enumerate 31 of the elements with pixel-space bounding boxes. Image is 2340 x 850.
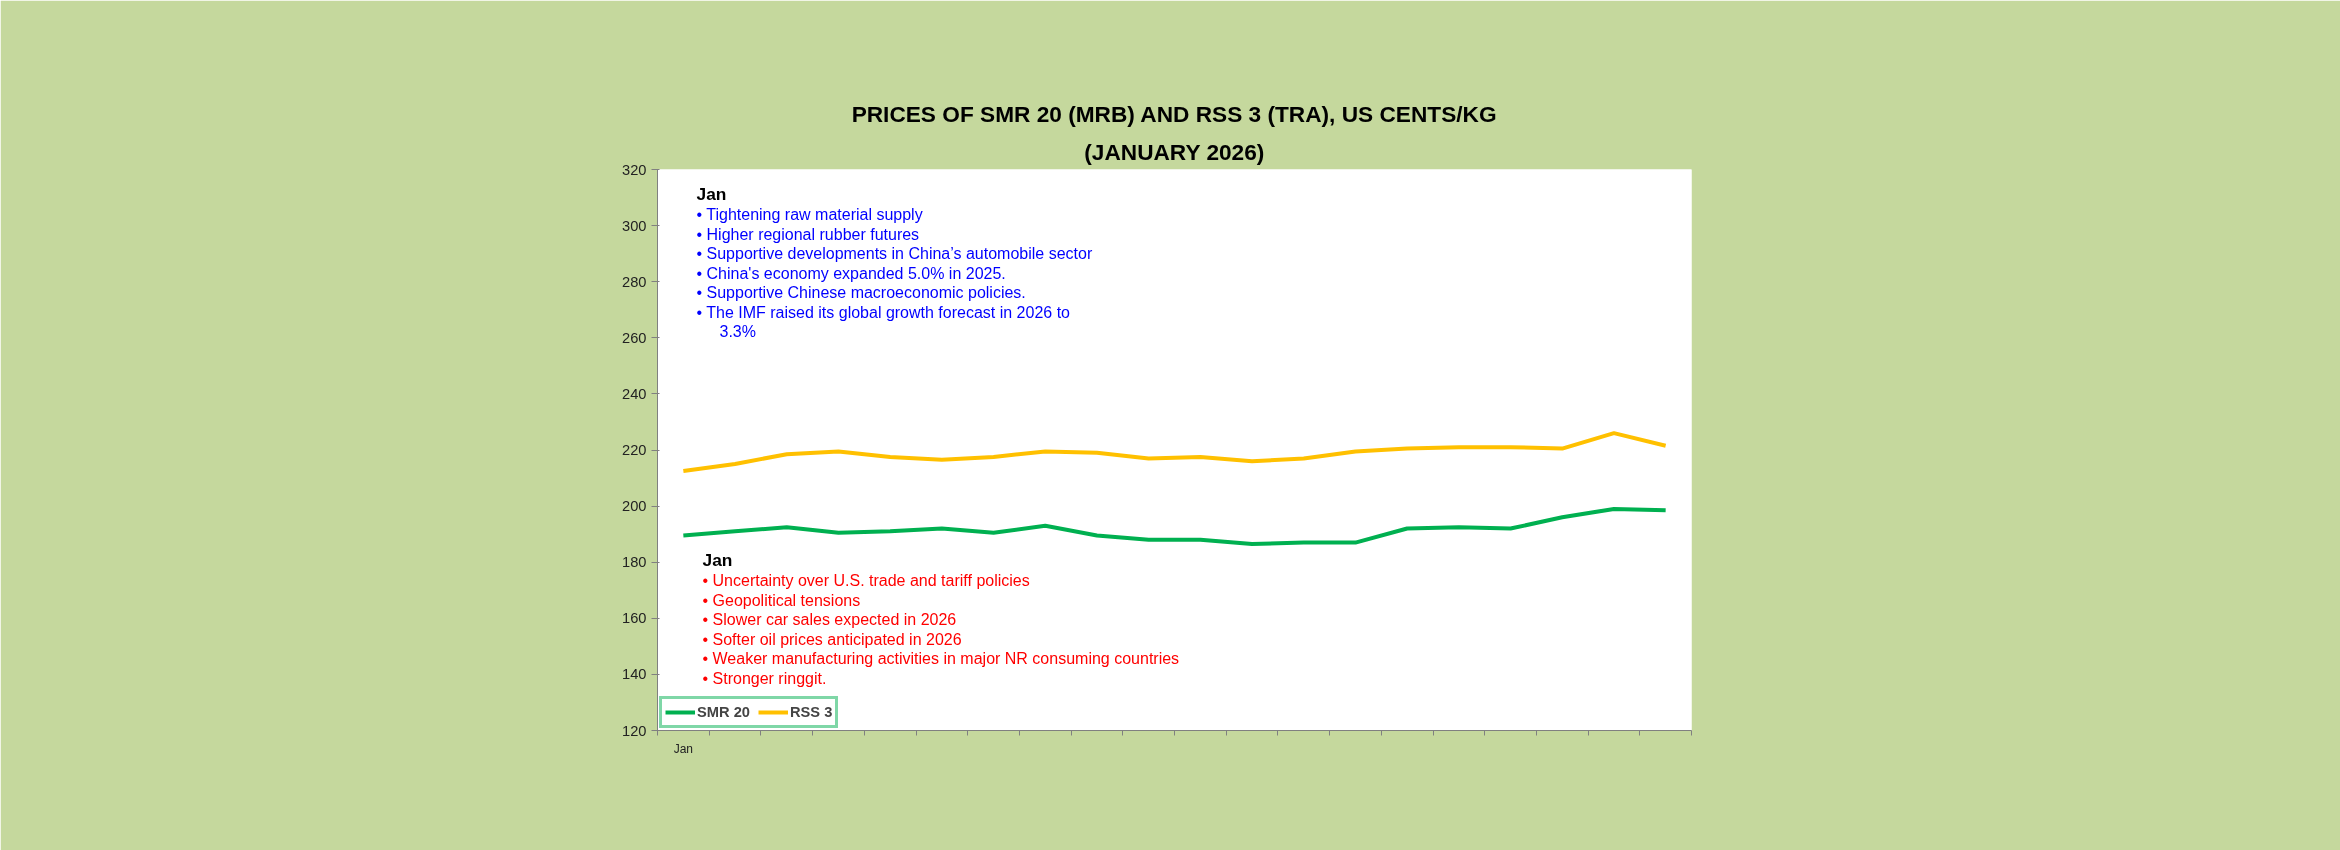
annotation: • Higher regional rubber futures [696, 225, 920, 243]
y-tick-label: 220 [622, 442, 647, 458]
annotation: • Uncertainty over U.S. trade and tariff policies [702, 572, 1030, 589]
annotation: • Slower car sales expected in 2026 [702, 611, 957, 628]
annotation: • Supportive Chinese macroeconomic policies. [696, 284, 1026, 301]
annotation: • Geopolitical tensions [702, 591, 861, 609]
legend-label: SMR 20 [697, 704, 750, 720]
line-series [681, 431, 1668, 474]
annotation: • Weaker manufacturing activities in major NR consuming countries [702, 650, 1180, 667]
annotation: • Supportive developments in China’s automobile sector [696, 245, 1093, 262]
chart-subtitle: (JANUARY 2026) [1084, 138, 1265, 165]
annotation: • Softer oil prices anticipated in 2026 [702, 630, 962, 648]
annotation: • China's economy expanded 5.0% in 2025. [696, 264, 1006, 282]
y-tick-label: 260 [622, 329, 647, 346]
annotation: • Stronger ringgit. [702, 669, 827, 687]
y-tick-label: 200 [622, 498, 647, 515]
y-tick-label: 140 [622, 666, 647, 683]
legend-label: RSS 3 [789, 704, 833, 720]
y-tick-label: 160 [622, 610, 647, 627]
y-tick-label: 280 [622, 273, 647, 290]
line-series [681, 506, 1668, 546]
y-tick-label: 120 [622, 722, 647, 739]
annotation: • The IMF raised its global growth forecast in 2026 to 3.3% [696, 303, 1071, 340]
y-tick-label: 240 [622, 385, 647, 402]
y-tick-label: 300 [622, 217, 647, 234]
chart-title: PRICES OF SMR 20 (MRB) AND RSS 3 (TRA), US CENTS/KG [851, 100, 1497, 127]
y-tick-label: 180 [622, 554, 647, 571]
y-tick-label: 320 [622, 161, 647, 178]
annotation: Jan [696, 183, 727, 204]
annotation: Jan [702, 549, 733, 570]
annotation: • Tightening raw material supply [696, 206, 923, 223]
